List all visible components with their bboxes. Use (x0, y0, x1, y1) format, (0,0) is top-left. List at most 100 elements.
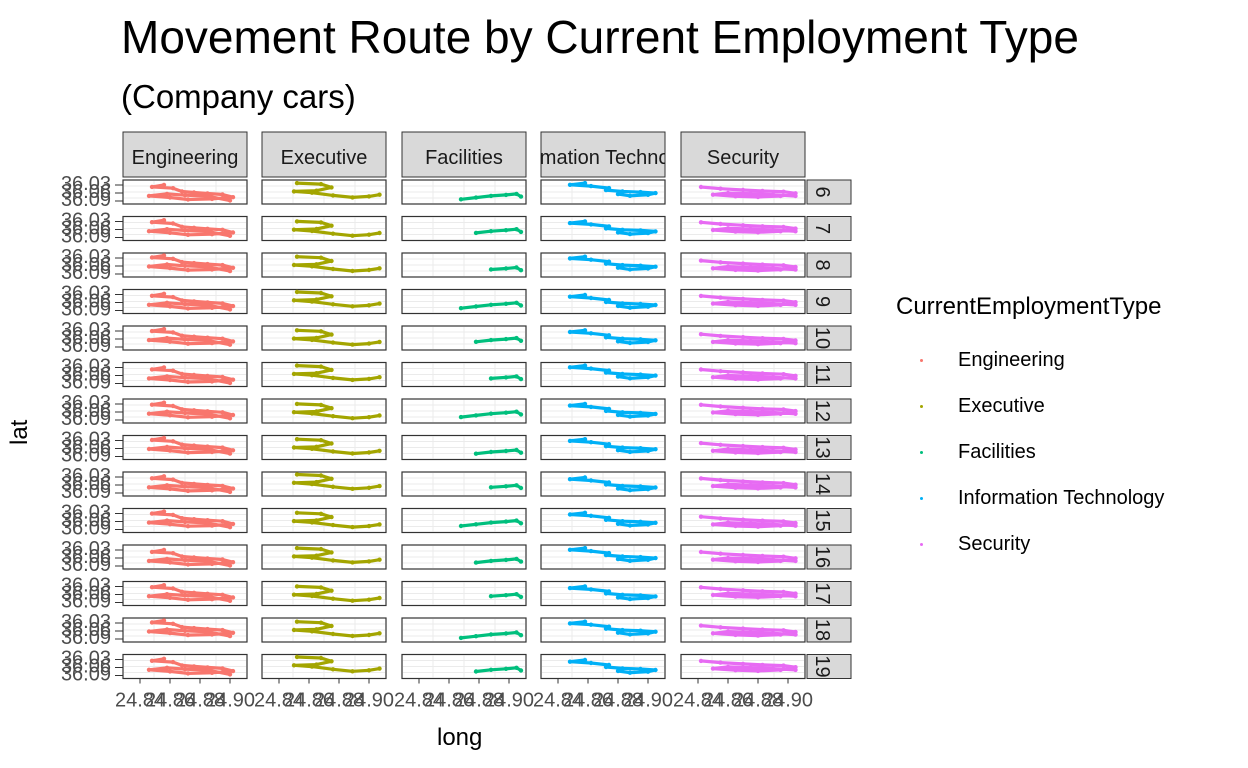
point (653, 594, 658, 599)
x-tick-label: 24.90 (205, 690, 255, 712)
point (366, 341, 372, 346)
point (185, 488, 191, 494)
point (170, 439, 176, 444)
point (710, 557, 716, 562)
point (488, 337, 494, 343)
panel-information-technology-8 (540, 252, 666, 278)
point (725, 226, 731, 231)
point (582, 437, 588, 442)
row-strip-label: 14 (811, 473, 833, 495)
point (350, 524, 355, 530)
point (770, 375, 776, 380)
row-strip-17: 17 (806, 581, 852, 606)
strip-box (680, 131, 806, 178)
point (314, 371, 319, 376)
point (164, 409, 170, 414)
point (185, 232, 191, 237)
point (366, 194, 372, 199)
point (220, 227, 225, 232)
x-tick-label: 24.84 (394, 690, 444, 712)
route-executive (292, 402, 382, 420)
row-strip-box (806, 508, 852, 533)
point (645, 230, 651, 236)
point (167, 230, 173, 235)
point (653, 411, 658, 417)
point (725, 664, 731, 670)
point (220, 336, 225, 341)
point (309, 264, 315, 269)
point (778, 558, 783, 564)
y-tick-label: 36.06 (61, 473, 111, 495)
point (330, 340, 336, 345)
panel-facilities-11 (401, 361, 527, 388)
point (220, 483, 225, 489)
legend-label-security: Security (958, 533, 1031, 555)
point (309, 337, 315, 343)
point (205, 194, 210, 199)
point (209, 561, 215, 567)
point (488, 229, 494, 234)
point (329, 550, 334, 555)
point (645, 192, 651, 197)
point (620, 554, 625, 559)
point (733, 303, 738, 308)
point (170, 294, 176, 300)
panel-security-15 (680, 507, 806, 534)
point (227, 525, 233, 530)
point (179, 624, 185, 630)
point (377, 375, 382, 380)
y-tick-label: 36.09 (61, 591, 111, 613)
point (710, 448, 716, 453)
point (350, 377, 355, 383)
point (793, 376, 798, 381)
point (653, 190, 658, 196)
point (567, 477, 573, 482)
point (582, 401, 588, 407)
point (740, 370, 746, 375)
point (182, 375, 188, 380)
point (567, 621, 573, 626)
point (377, 483, 382, 489)
point (170, 330, 176, 335)
point (227, 342, 233, 347)
point (755, 633, 761, 638)
row-strip-box (806, 654, 852, 679)
point (582, 657, 588, 663)
point (698, 332, 704, 337)
route-executive (292, 255, 382, 273)
route-executive (292, 472, 382, 491)
point (330, 522, 336, 528)
point (146, 485, 152, 490)
point (710, 592, 716, 598)
point (710, 301, 716, 306)
y-tick-label: 36.06 (61, 619, 111, 641)
point (350, 669, 355, 674)
x-tick-label: 24.86 (424, 690, 474, 712)
y-tick-label: 36.03 (61, 173, 111, 195)
row-strip-box (806, 179, 852, 205)
point (366, 668, 372, 673)
point (588, 660, 594, 666)
y-tick-label: 36.03 (61, 575, 111, 597)
point (161, 400, 167, 405)
y-tick-label: 36.09 (61, 372, 111, 394)
point (603, 261, 609, 266)
point (698, 514, 704, 519)
panel-executive-6 (261, 179, 387, 205)
point (778, 523, 783, 528)
panel-engineering-6 (122, 179, 248, 205)
point (503, 666, 509, 671)
point (170, 221, 176, 226)
row-strip-label: 6 (811, 186, 833, 197)
point (645, 339, 651, 345)
point (760, 297, 765, 303)
point (185, 197, 191, 202)
row-strip-19: 19 (806, 654, 852, 679)
point (781, 263, 786, 268)
panel-facilities-12 (401, 398, 527, 424)
point (740, 335, 746, 340)
route-executive (292, 328, 382, 347)
point (698, 549, 704, 555)
